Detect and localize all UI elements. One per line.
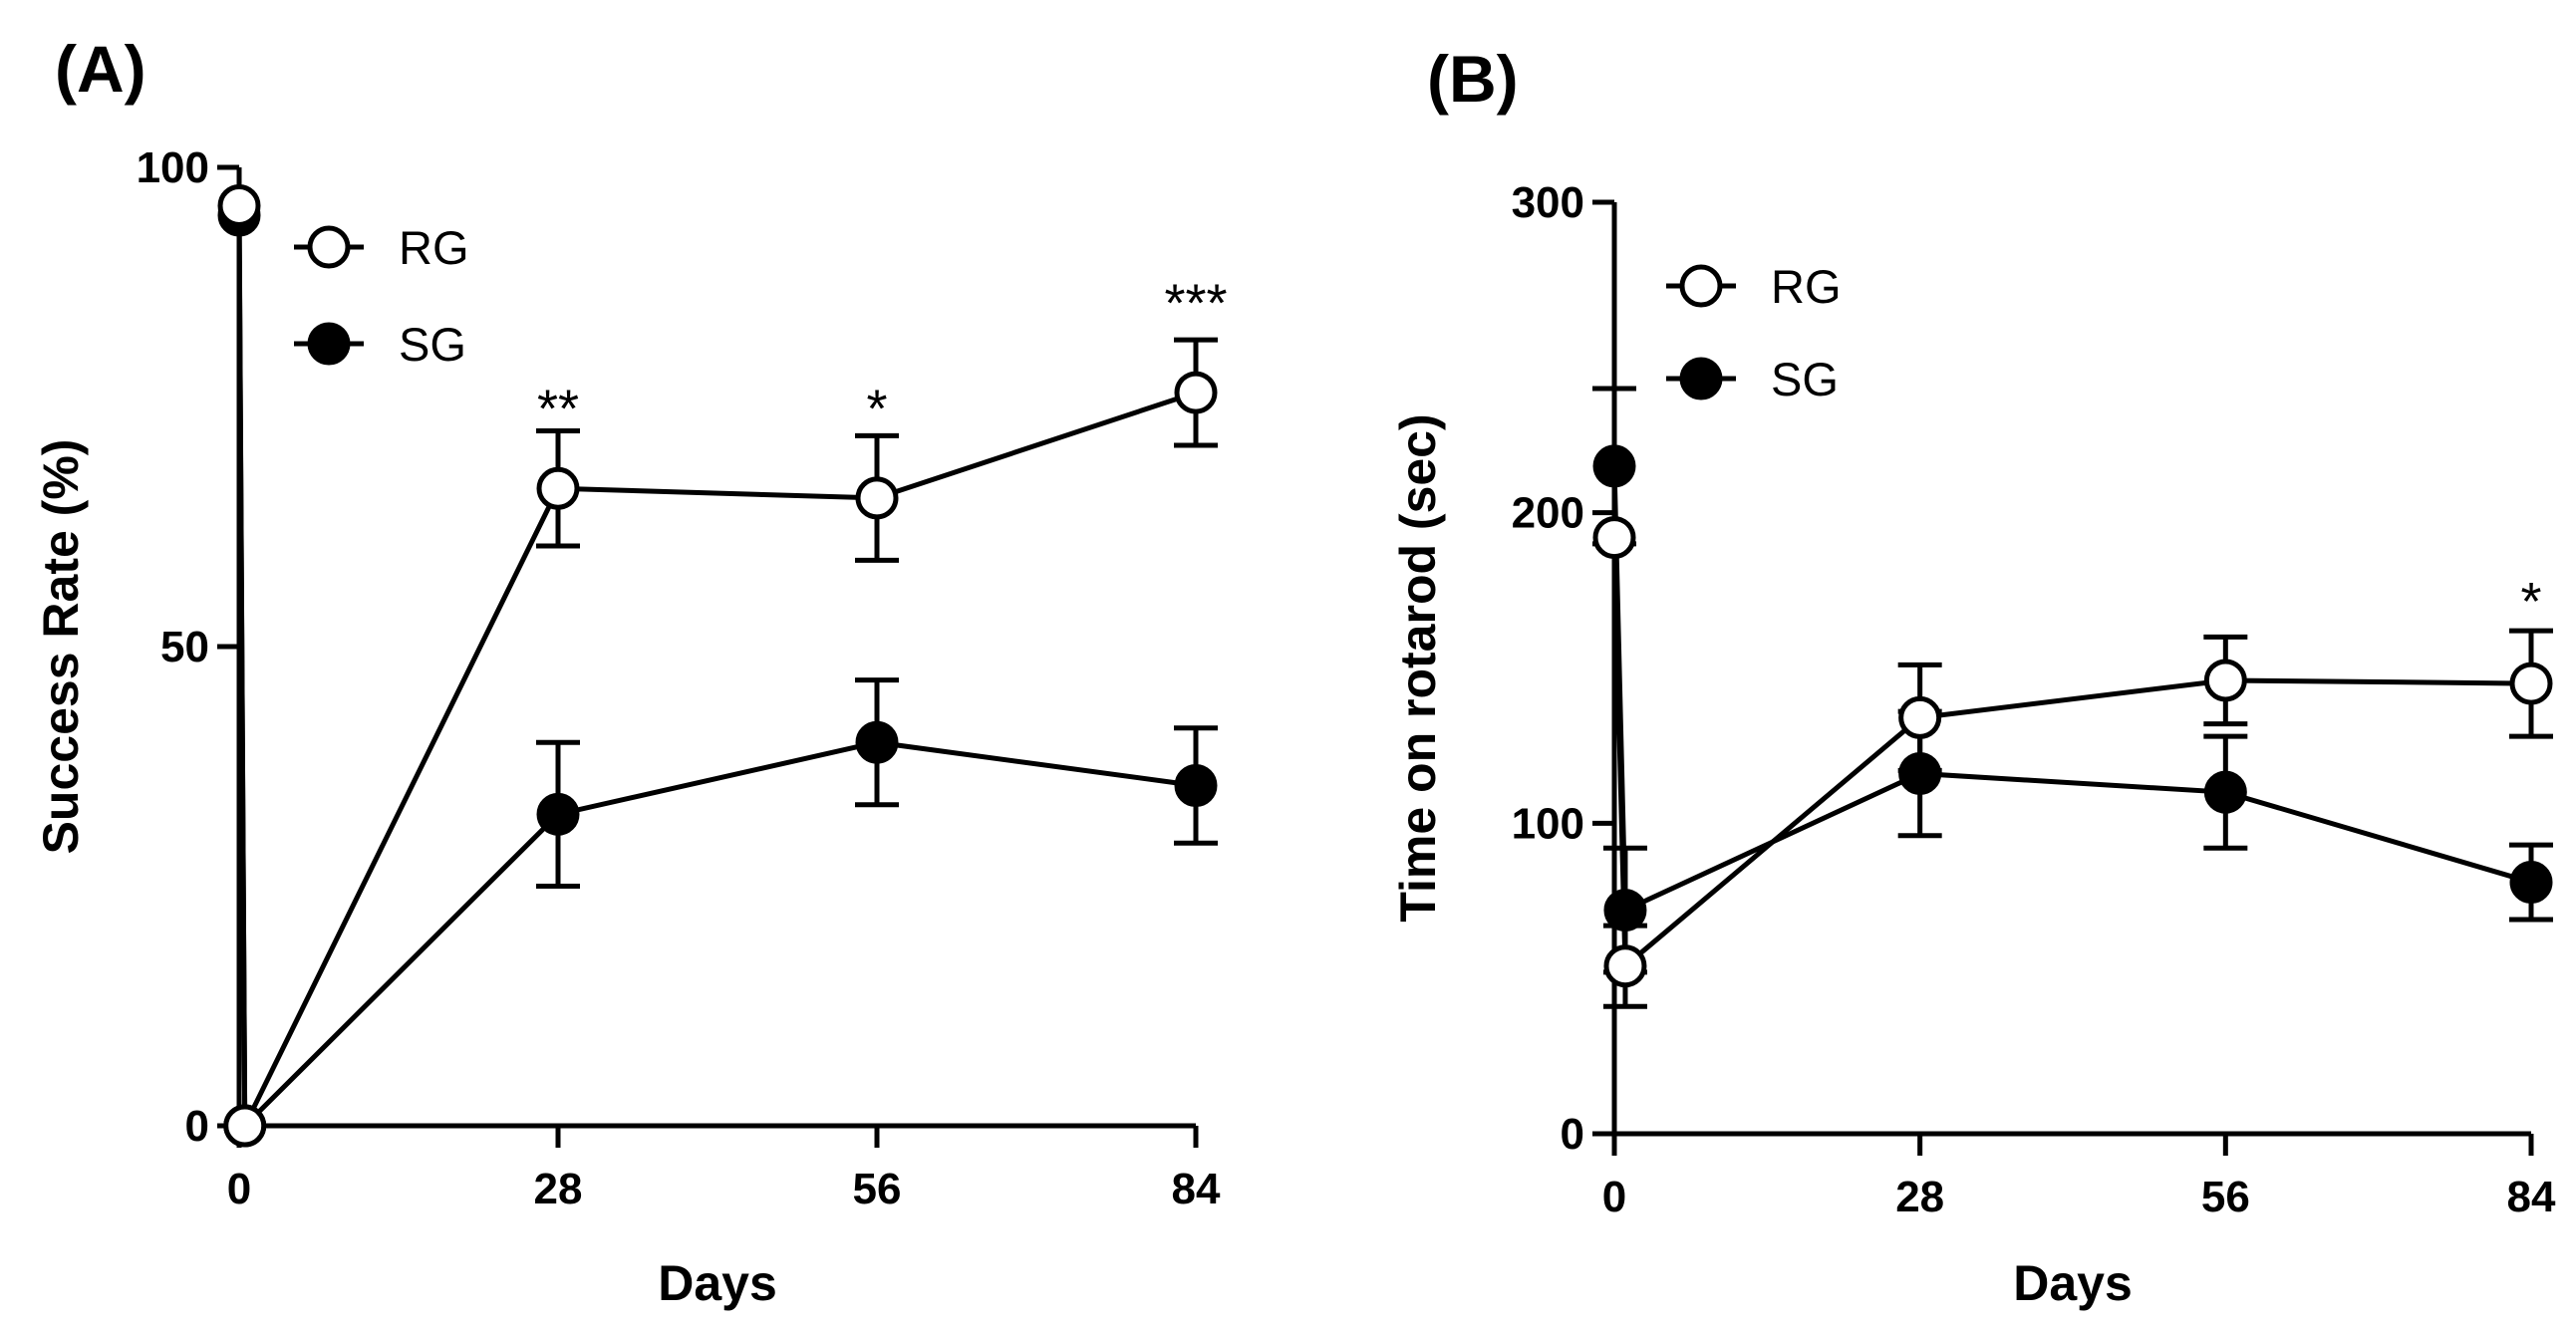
significance-marker: ** <box>537 380 579 439</box>
significance-marker: * <box>2520 572 2541 632</box>
significance-marker: * <box>866 380 887 439</box>
data-point-rg <box>217 183 261 227</box>
data-point-rg <box>2509 662 2553 705</box>
y-tick-label: 100 <box>1512 799 1584 848</box>
data-point-sg <box>1174 763 1218 807</box>
chart-panel-b: (B) 0 100 200 300 0 28 56 84 Days Time on rotarod … <box>1390 42 2556 1311</box>
y-tick-label: 200 <box>1512 489 1584 538</box>
x-tick-label: 0 <box>1602 1173 1626 1221</box>
data-point-sg <box>1603 889 1647 932</box>
x-tick-label: 28 <box>1895 1173 1944 1221</box>
x-axis-title: Days <box>658 1255 777 1311</box>
x-tick-label: 0 <box>227 1165 251 1213</box>
y-tick-label: 300 <box>1512 178 1584 227</box>
data-point-rg <box>2203 659 2247 702</box>
data-point-rg <box>223 1104 267 1148</box>
x-tick-label: 56 <box>853 1165 902 1213</box>
significance-marker: *** <box>1164 274 1227 334</box>
y-axis-title: Success Rate (%) <box>33 439 89 855</box>
data-point-sg <box>2509 861 2553 905</box>
y-tick-label: 50 <box>160 623 209 671</box>
x-axis-title: Days <box>2013 1255 2133 1311</box>
data-point-sg <box>2203 770 2247 814</box>
panel-label: (A) <box>55 32 146 106</box>
x-tick-label: 84 <box>1172 1165 1221 1213</box>
y-tick-label: 0 <box>185 1102 209 1151</box>
legend-marker-rg <box>307 225 351 269</box>
data-point-rg <box>855 476 899 520</box>
data-point-sg <box>1898 751 1942 795</box>
series-line-rg <box>1611 537 2532 971</box>
data-point-rg <box>536 466 580 510</box>
legend-marker-sg <box>307 322 351 366</box>
legend-label-rg: RG <box>1771 260 1842 313</box>
legend-label-sg: SG <box>399 318 466 371</box>
data-point-rg <box>1592 516 1636 560</box>
series-line-sg <box>1611 465 2532 915</box>
x-tick-label: 56 <box>2201 1173 2250 1221</box>
legend-marker-rg <box>1679 264 1723 308</box>
data-point-rg <box>1898 695 1942 739</box>
data-point-sg <box>536 792 580 836</box>
y-tick-label: 100 <box>137 143 209 192</box>
y-axis-title: Time on rotarod (sec) <box>1390 413 1446 922</box>
data-point-rg <box>1603 944 1647 988</box>
data-point-sg <box>855 720 899 764</box>
legend-marker-sg <box>1679 357 1723 400</box>
data-point-rg <box>1174 371 1218 414</box>
y-tick-label: 0 <box>1561 1110 1584 1159</box>
panel-label: (B) <box>1427 42 1519 116</box>
legend-label-rg: RG <box>399 221 469 274</box>
x-tick-label: 28 <box>534 1165 583 1213</box>
data-point-sg <box>1592 444 1636 488</box>
series-line-sg <box>236 215 1197 1132</box>
x-tick-label: 84 <box>2507 1173 2556 1221</box>
legend-label-sg: SG <box>1771 353 1839 405</box>
